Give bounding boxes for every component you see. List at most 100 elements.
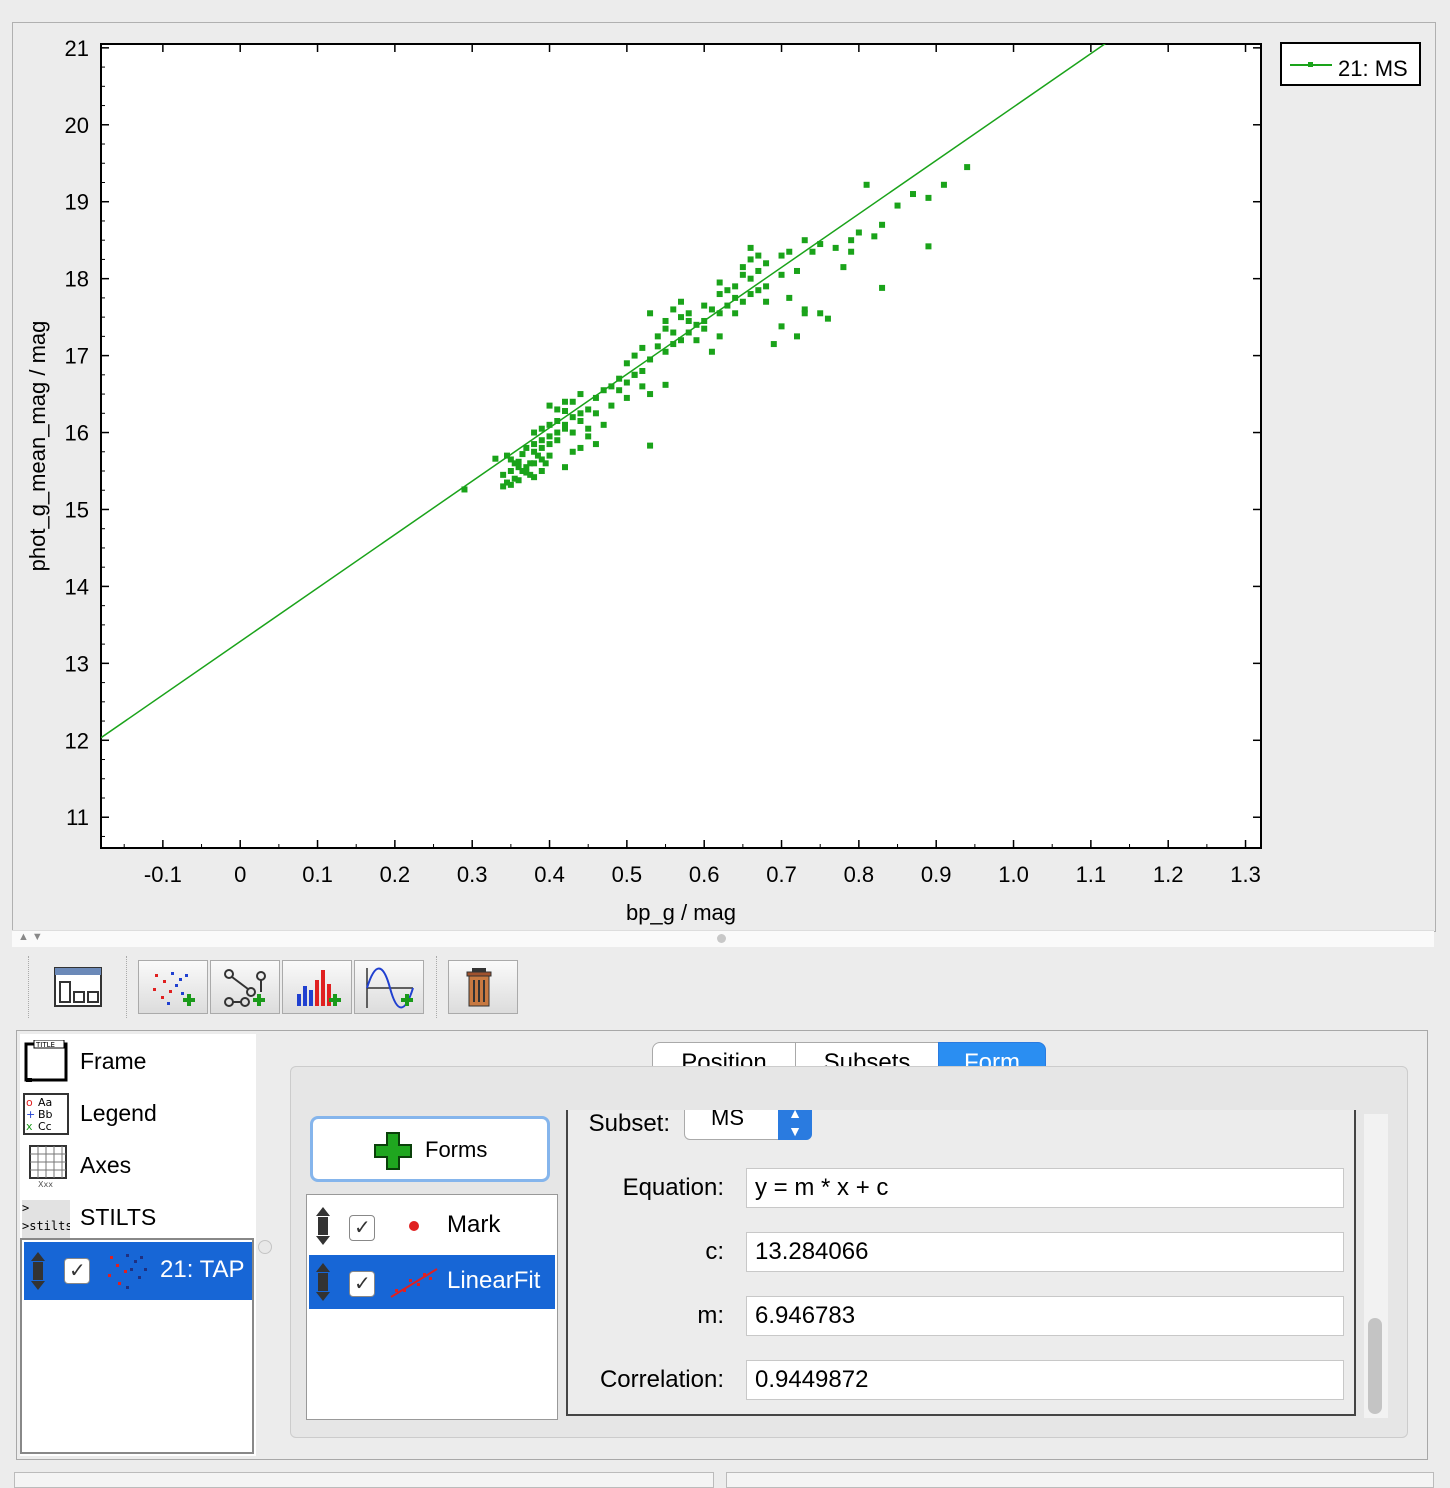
add-forms-button[interactable]: Forms	[310, 1116, 550, 1182]
x-tick-label: 0.5	[612, 862, 643, 887]
c-field[interactable]: 13.284066	[746, 1232, 1344, 1272]
drag-updown-icon[interactable]	[30, 1252, 46, 1290]
add-scatter-layer-button[interactable]	[138, 960, 208, 1014]
subset-select[interactable]: MS ▲ ▼	[684, 1110, 812, 1140]
bottom-panel-right	[726, 1472, 1434, 1488]
y-tick-label: 11	[66, 805, 89, 830]
data-point	[755, 287, 762, 294]
svg-text:Cc: Cc	[38, 1120, 52, 1133]
data-point	[662, 381, 669, 388]
data-point	[647, 442, 654, 449]
add-histogram-layer-button[interactable]	[282, 960, 352, 1014]
data-point	[747, 256, 754, 263]
data-point	[511, 475, 518, 482]
data-point	[592, 410, 599, 417]
equation-field[interactable]: y = m * x + c	[746, 1168, 1344, 1208]
select-stepper-icon[interactable]: ▲ ▼	[778, 1110, 812, 1140]
list-splitter-handle[interactable]	[258, 1240, 272, 1254]
splitter-arrows-icon[interactable]: ▲▼	[18, 931, 46, 943]
splitter-handle[interactable]	[717, 934, 726, 943]
split-divider[interactable]: ▲▼	[12, 930, 1434, 947]
form-visible-checkbox[interactable]	[349, 1215, 375, 1241]
data-point	[569, 414, 576, 421]
data-point	[554, 429, 561, 436]
data-point	[538, 444, 545, 451]
data-point	[747, 291, 754, 298]
bottom-panel-left	[14, 1472, 714, 1488]
data-point	[871, 233, 878, 240]
layer-item-axes[interactable]: Xxx Axes	[22, 1140, 254, 1190]
plot-layer-item-tap[interactable]: 21: TAP	[24, 1242, 252, 1300]
data-point	[840, 264, 847, 271]
add-pair-layer-button[interactable]	[210, 960, 280, 1014]
data-point	[527, 460, 534, 467]
form-item-linearfit[interactable]: LinearFit	[309, 1255, 555, 1309]
data-point	[600, 387, 607, 394]
y-tick-label: 17	[65, 344, 89, 369]
data-point	[504, 452, 510, 459]
scatter-add-icon	[153, 972, 195, 1006]
window-controls-icon[interactable]	[52, 964, 106, 1012]
data-point	[623, 379, 630, 386]
data-point	[531, 460, 538, 467]
data-point	[531, 474, 538, 481]
data-point	[732, 283, 739, 290]
data-point	[755, 267, 762, 274]
layer-visible-checkbox[interactable]	[64, 1258, 90, 1284]
form-item-mark[interactable]: Mark	[309, 1199, 555, 1253]
data-point	[569, 448, 576, 455]
layer-item-label: Axes	[80, 1152, 132, 1178]
x-tick-label: 0.6	[689, 862, 720, 887]
y-tick-label: 13	[65, 651, 89, 676]
m-label: m:	[697, 1302, 724, 1329]
data-point	[763, 298, 770, 305]
layer-item-label: STILTS	[80, 1204, 157, 1230]
layer-item-frame[interactable]: TITLE Frame	[22, 1036, 254, 1086]
data-point	[801, 310, 808, 317]
x-tick-label: 1.1	[1076, 862, 1107, 887]
layer-list[interactable]: TITLE Frame o Aa + Bb x Cc Legend Xxx Axes …	[20, 1034, 256, 1456]
data-point	[519, 468, 526, 475]
layer-item-stilts[interactable]: > >stilts STILTS	[22, 1192, 254, 1242]
plot-layer-label: 21: TAP	[160, 1256, 245, 1283]
drag-updown-icon[interactable]	[315, 1207, 331, 1245]
data-point	[647, 310, 654, 317]
form-item-label: Mark	[447, 1211, 501, 1238]
series-group	[101, 44, 1107, 739]
scatter-plot[interactable]: -0.1 0 0.1 0.2 0.3 0.4 0.5 0.6 0.7 0.8 0.9 1.0 1.1 1.…	[13, 23, 1435, 931]
svg-text:Aa: Aa	[38, 1096, 52, 1109]
y-tick-label: 18	[65, 267, 89, 292]
data-point	[592, 441, 599, 448]
correlation-field[interactable]: 0.9449872	[746, 1360, 1344, 1400]
data-point	[562, 464, 568, 471]
form-visible-checkbox[interactable]	[349, 1271, 375, 1297]
data-point	[623, 394, 630, 401]
data-point	[523, 464, 530, 471]
data-point	[708, 348, 715, 355]
delete-layer-button[interactable]	[448, 960, 518, 1014]
data-point	[732, 310, 739, 317]
drag-updown-icon[interactable]	[315, 1263, 331, 1301]
add-function-layer-button[interactable]	[354, 960, 424, 1014]
data-point	[894, 202, 901, 209]
data-point	[701, 302, 708, 309]
plot-panel[interactable]: -0.1 0 0.1 0.2 0.3 0.4 0.5 0.6 0.7 0.8 0.9 1.0 1.1 1.…	[12, 22, 1436, 932]
equation-label: Equation:	[622, 1174, 724, 1201]
data-point	[647, 391, 654, 398]
m-field[interactable]: 6.946783	[746, 1296, 1344, 1336]
form-vertical-scrollbar[interactable]	[1364, 1114, 1388, 1418]
data-point	[631, 352, 638, 359]
layer-item-label: Legend	[80, 1100, 157, 1126]
forms-list[interactable]: Mark LinearFit	[306, 1194, 558, 1420]
data-point	[461, 486, 468, 493]
mark-dot-icon	[409, 1221, 419, 1231]
plot-layer-list[interactable]	[20, 1238, 254, 1454]
data-point	[562, 425, 568, 432]
linear-fit-icon	[390, 1268, 438, 1298]
toolbar-separator	[436, 956, 439, 1018]
data-point	[786, 294, 793, 301]
data-point	[546, 433, 553, 440]
data-point	[507, 481, 514, 488]
scrollbar-thumb[interactable]	[1368, 1318, 1382, 1414]
layer-item-legend[interactable]: o Aa + Bb x Cc Legend	[22, 1088, 254, 1138]
